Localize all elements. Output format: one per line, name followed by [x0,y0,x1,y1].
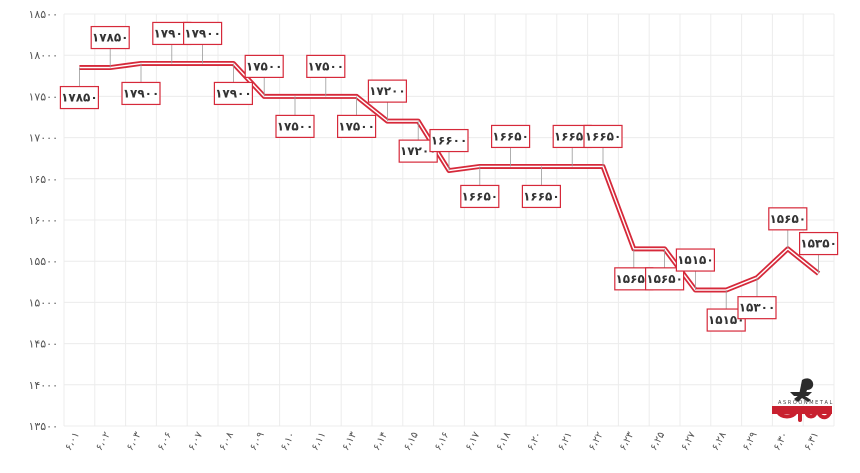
data-label-text: ۱۵۳۰۰ [739,301,776,315]
data-label: ۱۶۶۰۰ [430,130,468,152]
data-label: ۱۶۶۵۰ [522,185,560,207]
data-label: ۱۶۶۵۰ [584,125,622,147]
data-label: ۱۵۶۵۰ [769,208,807,230]
data-labels: ۱۷۸۵۰۱۷۸۵۰۱۷۹۰۰۱۷۹۰۰۱۷۹۰۰۱۷۹۰۰۱۷۵۰۰۱۷۵۰۰… [60,22,837,331]
x-tick-label: ۶،۰۱ [63,430,82,452]
x-tick-label: ۶،۱۰ [279,430,298,452]
data-label-text: ۱۶۶۵۰ [492,129,529,143]
y-tick-label: ۱۸۰۰۰ [28,49,58,62]
data-label: ۱۷۸۵۰ [91,27,129,49]
data-label-text: ۱۵۳۵۰ [800,237,837,251]
x-tick-label: ۶،۱۴ [371,430,390,452]
y-tick-label: ۱۸۵۰۰ [28,8,58,21]
y-axis-ticks: ۱۳۵۰۰ ۱۴۰۰۰ ۱۴۵۰۰ ۱۵۰۰۰ ۱۵۵۰۰ ۱۶۰۰۰ ۱۶۵۰۰ ۱۷۰۰۰… [28,8,58,433]
data-label-text: ۱۶۶۰۰ [431,134,468,148]
x-tick-label: ۶،۳۱ [802,430,821,452]
x-tick-label: ۶،۰۹ [248,430,267,452]
x-tick-label: ۶،۱۵ [402,430,421,452]
logo-subtext: A S R O O N M E T A L [778,400,833,406]
x-tick-label: ۶،۰۲ [94,430,113,452]
x-tick-label: ۶،۲۵ [648,430,667,452]
x-tick-label: ۶،۱۸ [494,430,513,453]
data-label: ۱۵۳۵۰ [800,233,838,255]
x-tick-label: ۶،۲۷ [679,430,698,453]
x-tick-label: ۶،۰۳ [125,430,144,453]
x-tick-label: ۶،۲۹ [741,430,760,452]
x-tick-label: ۶،۲۱ [556,430,575,452]
data-label: ۱۶۶۵۰ [492,125,530,147]
data-label-text: ۱۶۶۵۰ [585,129,622,143]
logo-anvil-icon [790,392,812,396]
logo-figure-icon [794,378,813,402]
x-tick-label: ۶،۳۰ [772,430,791,452]
data-label: ۱۶۶۵۰ [461,185,499,207]
x-tick-label: ۶،۱۳ [340,430,359,453]
x-tick-label: ۶،۰۶ [156,430,175,452]
y-tick-label: ۱۵۵۰۰ [28,255,58,268]
data-label-text: ۱۷۵۰۰ [307,59,344,73]
x-tick-label: ۶،۲۳ [618,430,637,453]
y-tick-label: ۱۶۵۰۰ [28,173,58,186]
y-tick-label: ۱۷۰۰۰ [28,132,58,145]
x-tick-label: ۶،۰۷ [186,430,205,453]
logo-script [774,408,830,420]
y-tick-label: ۱۵۰۰۰ [28,296,58,309]
grid-layer [64,14,834,426]
data-label-text: ۱۷۵۰۰ [338,119,375,133]
data-label: ۱۷۸۵۰ [60,87,98,109]
data-label-text: ۱۷۲۰۰ [369,84,406,98]
data-label: ۱۷۲۰۰ [368,80,406,102]
data-label: ۱۷۵۰۰ [338,115,376,137]
y-tick-label: ۱۳۵۰۰ [28,420,58,433]
data-label-text: ۱۵۶۵۰ [646,272,683,286]
x-tick-label: ۶،۲۰ [525,430,544,452]
data-label-text: ۱۵۶۵۰ [769,212,806,226]
x-tick-label: ۶،۲۸ [710,430,729,453]
data-label: ۱۷۹۰۰ [184,22,222,44]
data-label-text: ۱۶۶۵۰ [523,189,560,203]
data-label-text: ۱۷۹۰۰ [215,86,252,100]
data-label: ۱۷۹۰۰ [214,82,252,104]
data-label: ۱۵۱۵۰ [676,249,714,271]
y-tick-label: ۱۴۰۰۰ [28,379,58,392]
x-tick-label: ۶،۱۷ [464,430,483,453]
x-axis-ticks: ۶،۰۱ ۶،۰۲ ۶،۰۳ ۶،۰۶ ۶،۰۷ ۶،۰۸ ۶،۰۹ ۶،۱۰ ۶،۱۱ ۶،۱۳… [63,430,821,453]
data-label-text: ۱۷۸۵۰ [61,91,98,105]
data-label-text: ۱۵۱۵۰ [677,253,714,267]
data-label-text: ۱۷۸۵۰ [92,31,129,45]
data-label: ۱۷۵۰۰ [307,55,345,77]
y-tick-label: ۱۴۵۰۰ [28,338,58,351]
data-label: ۱۷۵۰۰ [245,55,283,77]
data-label: ۱۷۵۰۰ [276,115,314,137]
data-label-text: ۱۶۶۵۰ [461,189,498,203]
y-tick-label: ۱۷۵۰۰ [28,90,58,103]
y-tick-label: ۱۶۰۰۰ [28,214,58,227]
x-tick-label: ۶،۲۲ [587,430,606,452]
x-tick-label: ۶،۱۶ [433,430,452,452]
data-label-text: ۱۷۹۰۰ [184,26,221,40]
data-label-text: ۱۷۵۰۰ [277,119,314,133]
data-label: ۱۵۳۰۰ [738,297,776,319]
x-tick-label: ۶،۰۸ [217,430,236,453]
x-tick-label: ۶،۱۱ [310,430,329,452]
data-label: ۱۷۹۰۰ [122,82,160,104]
data-label-text: ۱۷۵۰۰ [246,59,283,73]
data-label-text: ۱۷۹۰۰ [123,86,160,100]
